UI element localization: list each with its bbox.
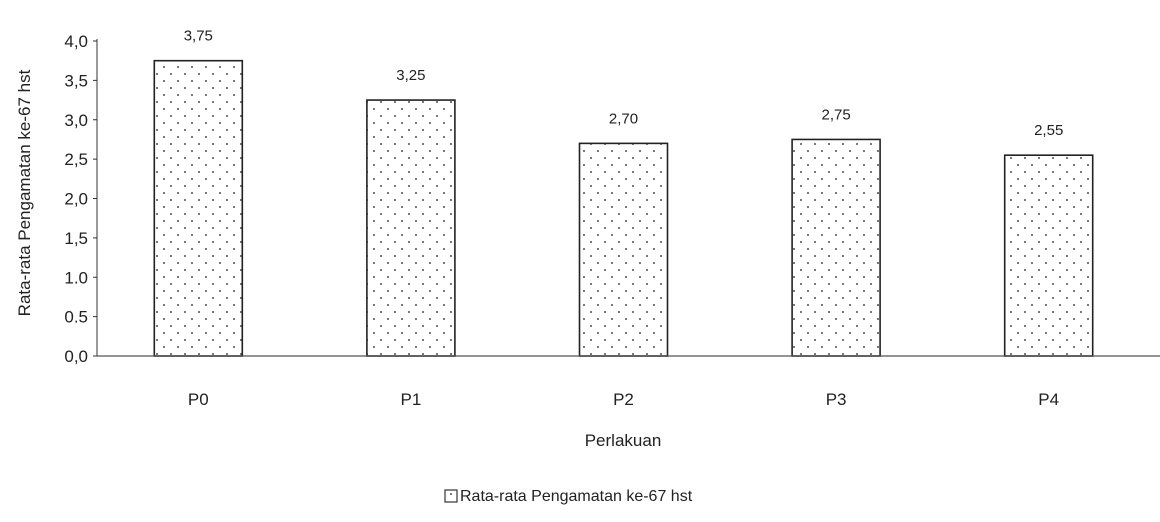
x-tick-label: P4 — [1038, 390, 1059, 409]
y-tick-label: 3,0 — [64, 111, 88, 130]
legend: Rata-rata Pengamatan ke-67 hst — [444, 488, 693, 505]
bar — [366, 99, 456, 357]
bar-value-label: 2,75 — [821, 106, 850, 123]
bar-value-label: 3,75 — [184, 28, 213, 45]
y-tick-label: 1.0 — [64, 268, 88, 287]
x-tick-label: P2 — [613, 390, 634, 409]
bar-value-label: 3,25 — [396, 67, 425, 84]
y-tick-label: 4,0 — [64, 32, 88, 51]
y-tick-label: 3,5 — [64, 71, 88, 90]
bar — [578, 142, 669, 357]
x-tick-label: P0 — [188, 390, 209, 409]
y-tick-label: 1,5 — [64, 229, 88, 248]
y-tick-label: 0.5 — [64, 308, 88, 327]
bar-value-label: 2,70 — [609, 110, 638, 127]
y-tick-label: 0,0 — [64, 347, 88, 366]
legend-label: Rata-rata Pengamatan ke-67 hst — [460, 488, 693, 505]
x-axis-title: Perlakuan — [585, 431, 662, 450]
y-axis: 0,0 0.5 1.0 1,5 2,0 2,5 3,0 3,5 4,0 — [64, 32, 98, 366]
bar-value-label: 2,55 — [1034, 122, 1063, 139]
y-axis-title: Rata-rata Pengamatan ke-67 hst — [15, 69, 34, 316]
bar — [153, 59, 244, 357]
legend-swatch — [444, 489, 458, 503]
x-tick-label: P1 — [401, 390, 422, 409]
bar-group: 3,75 3,25 2,70 2,75 2,55 — [153, 28, 1094, 357]
x-tick-label: P3 — [826, 390, 847, 409]
bar — [1003, 154, 1094, 357]
y-tick-label: 2,5 — [64, 150, 88, 169]
y-tick-label: 2,0 — [64, 190, 88, 209]
bar — [791, 138, 881, 357]
x-axis: P0 P1 P2 P3 P4 — [97, 355, 1160, 409]
